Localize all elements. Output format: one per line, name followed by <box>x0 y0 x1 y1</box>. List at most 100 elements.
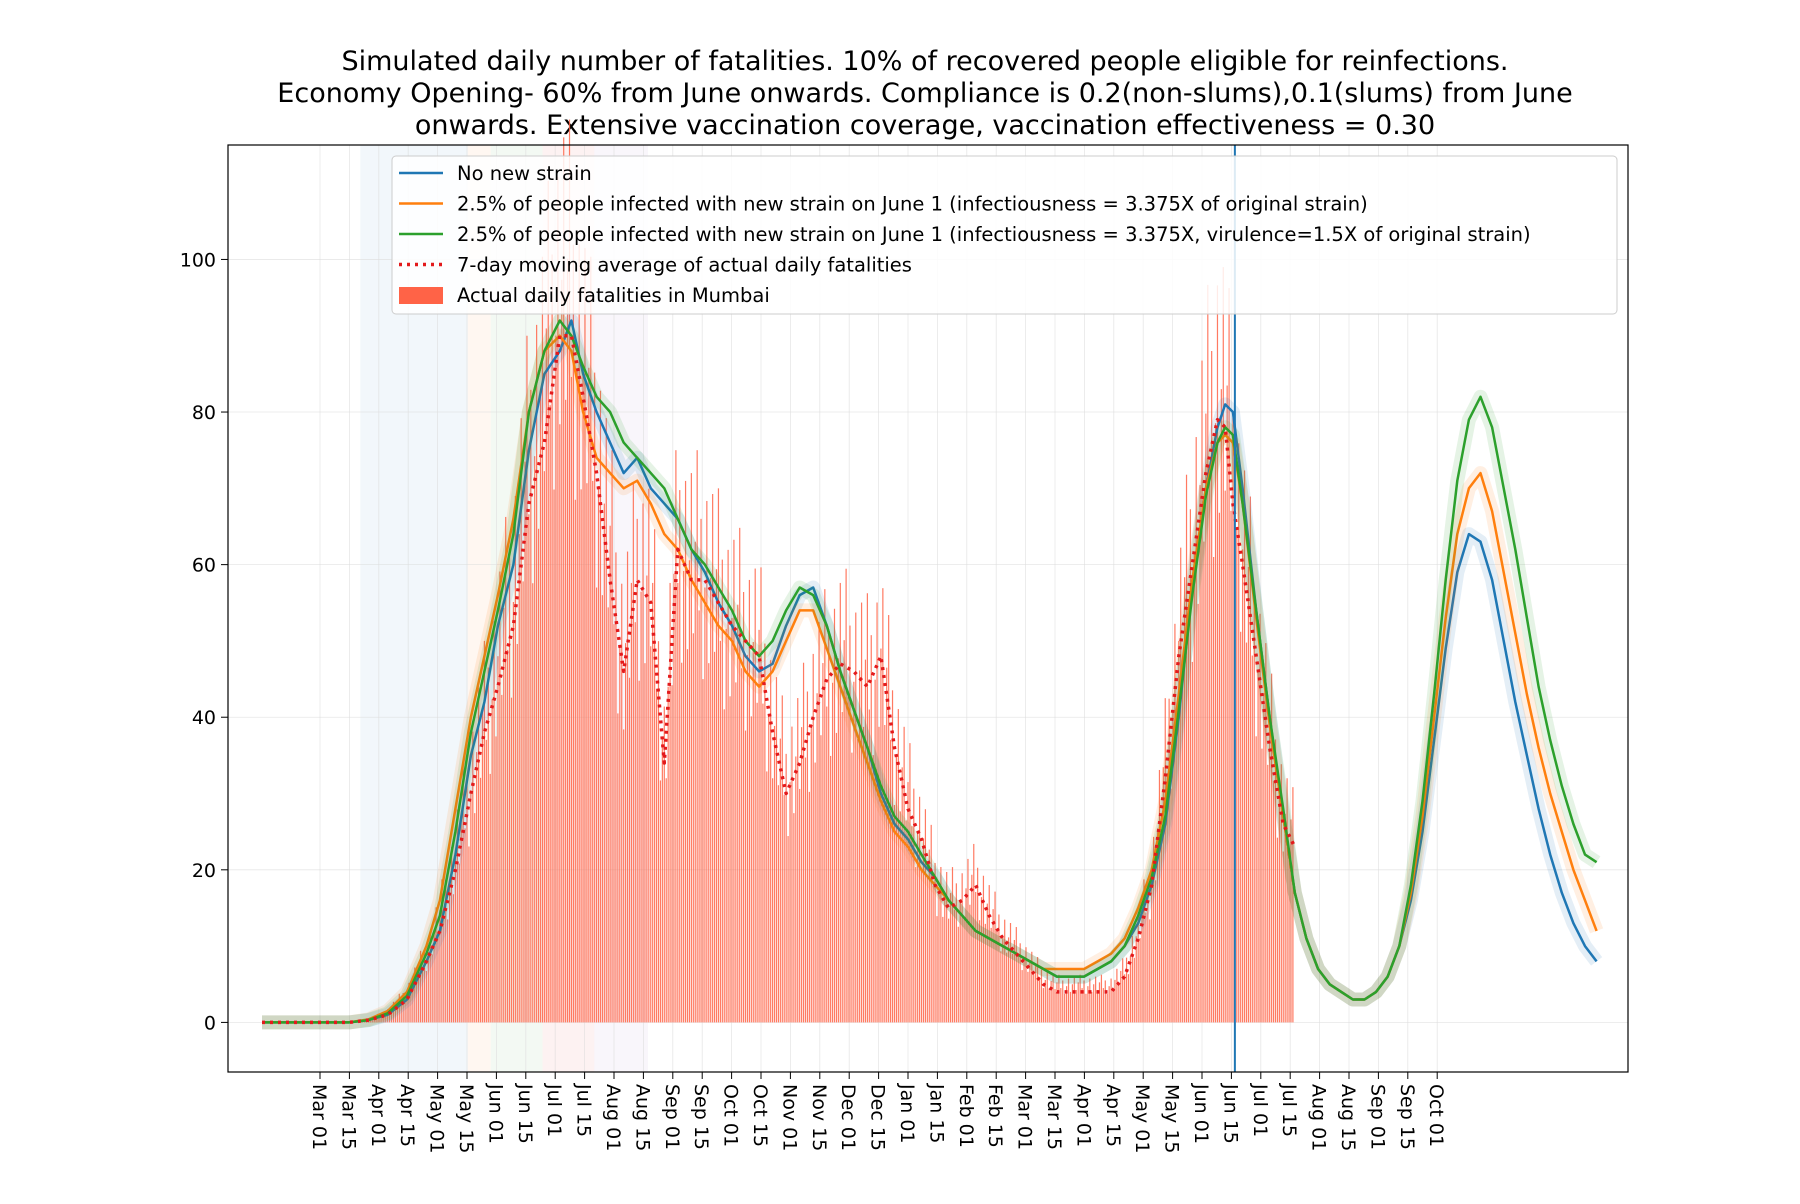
bar-day-257 <box>816 693 817 1022</box>
bar-day-403 <box>1099 982 1100 1022</box>
x-tick-label-29: May 15 <box>1161 1084 1183 1154</box>
bar-day-416 <box>1124 974 1125 1022</box>
bar-day-490 <box>1267 765 1268 1023</box>
bar-day-176 <box>660 780 661 1022</box>
bar-day-185 <box>677 583 678 1022</box>
bar-day-157 <box>623 729 624 1022</box>
bar-day-103 <box>519 534 520 1022</box>
bar-day-154 <box>617 713 618 1022</box>
bar-day-194 <box>695 542 696 1023</box>
bar-day-325 <box>948 919 949 1023</box>
bar-day-205 <box>716 569 717 1022</box>
bar-day-417 <box>1126 958 1127 1023</box>
bar-day-372 <box>1039 977 1040 1022</box>
bar-day-346 <box>989 885 990 1022</box>
bar-day-183 <box>673 574 674 1023</box>
bar-day-267 <box>836 733 837 1022</box>
bar-day-111 <box>534 456 535 1022</box>
bar-day-92 <box>497 656 498 1022</box>
bar-day-210 <box>726 629 727 1022</box>
bar-day-462 <box>1213 557 1214 1022</box>
bar-day-345 <box>987 904 988 1023</box>
bar-day-290 <box>880 649 881 1023</box>
bar-day-228 <box>760 567 761 1022</box>
bar-day-385 <box>1064 994 1065 1023</box>
x-tick-label-28: May 01 <box>1131 1084 1153 1154</box>
bar-day-395 <box>1083 980 1084 1022</box>
bar-day-151 <box>611 450 612 1022</box>
bar-day-412 <box>1116 969 1117 1023</box>
bar-day-146 <box>602 595 603 1022</box>
bar-day-108 <box>528 514 529 1022</box>
bar-day-283 <box>867 593 868 1022</box>
bar-day-377 <box>1049 988 1050 1022</box>
bar-day-349 <box>994 892 995 1023</box>
x-tick-label-1: Mar 15 <box>337 1084 359 1150</box>
bar-day-295 <box>890 740 891 1023</box>
bar-day-169 <box>646 576 647 1023</box>
bar-day-142 <box>594 373 595 1023</box>
bar-day-162 <box>633 483 634 1023</box>
bar-day-376 <box>1047 972 1048 1022</box>
x-tick-label-20: Jan 01 <box>896 1083 918 1144</box>
bar-day-204 <box>714 652 715 1023</box>
bar-day-207 <box>720 641 721 1023</box>
bar-day-193 <box>693 633 694 1022</box>
bar-day-235 <box>774 726 775 1022</box>
bar-day-457 <box>1203 542 1204 1023</box>
bar-day-237 <box>778 785 779 1022</box>
bar-day-420 <box>1132 936 1133 1022</box>
bar-day-180 <box>668 687 669 1023</box>
bar-day-330 <box>958 927 959 1023</box>
bar-day-421 <box>1134 958 1135 1023</box>
bar-day-285 <box>871 635 872 1022</box>
x-tick-label-11: Aug 15 <box>631 1084 653 1151</box>
bar-day-196 <box>699 610 700 1022</box>
bar-day-314 <box>927 877 928 1022</box>
bar-day-298 <box>896 755 897 1022</box>
bar-day-319 <box>936 916 937 1022</box>
y-tick-label-0: 0 <box>204 1012 216 1034</box>
bar-day-429 <box>1149 919 1150 1022</box>
bar-day-213 <box>731 618 732 1022</box>
bar-day-199 <box>704 588 705 1023</box>
bar-day-251 <box>805 758 806 1023</box>
bar-day-139 <box>588 368 589 1023</box>
x-tick-label-38: Oct 01 <box>1425 1084 1447 1147</box>
bar-day-152 <box>613 624 614 1022</box>
bar-day-77 <box>468 846 469 1022</box>
x-tick-label-4: May 01 <box>426 1084 448 1154</box>
bar-day-223 <box>751 716 752 1022</box>
bar-day-273 <box>847 697 848 1023</box>
bar-day-293 <box>886 668 887 1023</box>
bar-day-244 <box>791 727 792 1023</box>
bar-day-141 <box>592 481 593 1022</box>
bar-day-167 <box>642 503 643 1022</box>
x-tick-label-34: Aug 01 <box>1308 1084 1330 1151</box>
bar-day-201 <box>708 663 709 1022</box>
bar-day-469 <box>1227 386 1228 1023</box>
bar-day-392 <box>1078 982 1079 1022</box>
bar-day-363 <box>1022 970 1023 1022</box>
bar-day-226 <box>757 703 758 1023</box>
bar-day-427 <box>1145 913 1146 1023</box>
bar-day-404 <box>1101 975 1102 1023</box>
bar-day-102 <box>517 644 518 1022</box>
bar-day-388 <box>1070 992 1071 1023</box>
y-tick-label-100: 100 <box>180 249 216 271</box>
bar-day-355 <box>1006 953 1007 1023</box>
bar-day-410 <box>1112 990 1113 1022</box>
chart-title-line-1: Simulated daily number of fatalities. 10… <box>341 46 1508 77</box>
bar-day-409 <box>1110 979 1111 1023</box>
bar-day-232 <box>768 714 769 1023</box>
bar-day-337 <box>971 875 972 1023</box>
bar-day-231 <box>766 771 767 1022</box>
bar-day-236 <box>776 677 777 1022</box>
bar-day-332 <box>962 873 963 1022</box>
bar-day-72 <box>459 864 460 1023</box>
bar-day-305 <box>909 743 910 1022</box>
bar-day-145 <box>600 391 601 1023</box>
bar-day-400 <box>1093 984 1094 1022</box>
bar-day-221 <box>747 655 748 1023</box>
